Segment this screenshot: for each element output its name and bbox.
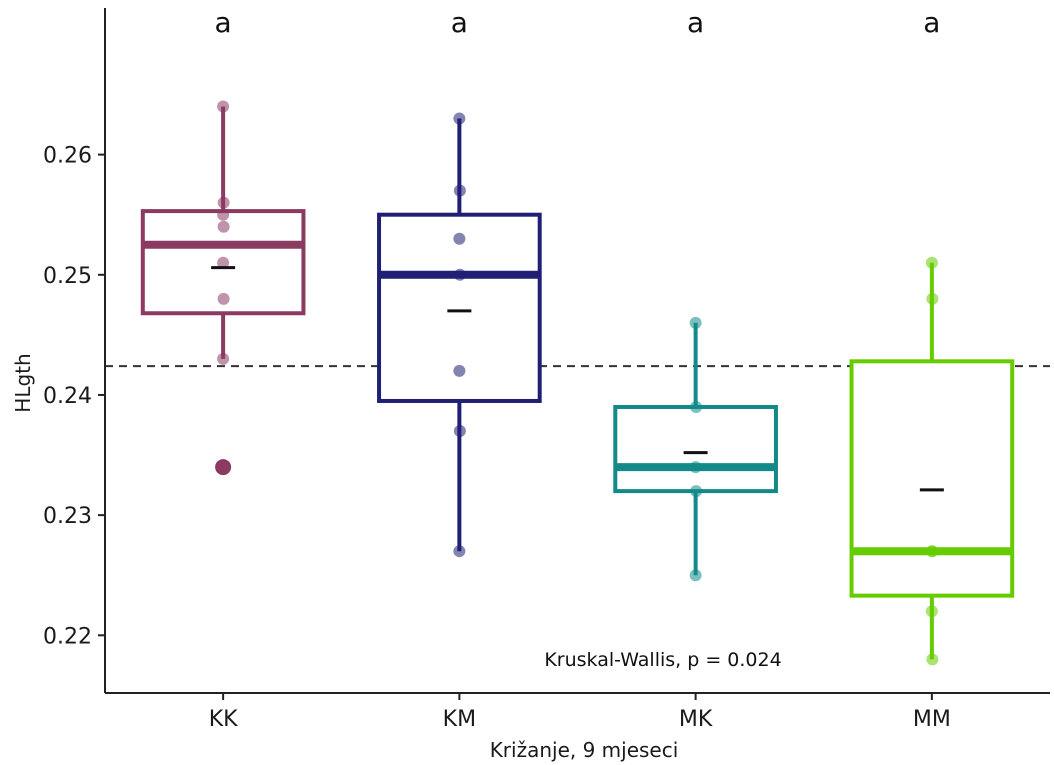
data-point-mk (690, 485, 703, 498)
data-point-km (453, 364, 466, 377)
data-point-mm (925, 605, 938, 618)
data-point-kk (217, 208, 230, 221)
box-mm (849, 359, 1015, 598)
data-point-mk (689, 316, 702, 329)
kruskal-wallis-annotation: Kruskal-Wallis, p = 0.024 (544, 649, 781, 671)
data-point-mm (926, 653, 939, 666)
x-tick-label-km: KM (443, 707, 476, 732)
x-axis-title: Križanje, 9 mjeseci (490, 738, 679, 762)
data-point-mm (926, 292, 939, 305)
box-mk (613, 404, 778, 494)
y-tick-label: 0.25 (43, 264, 92, 289)
data-point-km (453, 268, 466, 281)
data-point-km (453, 545, 466, 558)
x-tick-label-mm: MM (913, 707, 951, 732)
x-axis: KK KM MK MM (105, 692, 1050, 732)
group-letter-mk: a (687, 6, 704, 39)
data-point-kk (217, 196, 230, 209)
data-point-kk (217, 220, 230, 233)
x-tick-label-mk: MK (679, 707, 713, 732)
data-point-km (453, 425, 466, 438)
y-tick-label: 0.24 (43, 384, 92, 409)
y-tick-label: 0.23 (43, 504, 92, 529)
y-tick-label: 0.26 (43, 144, 92, 169)
data-point-mk (690, 400, 703, 413)
group-letter-mm: a (923, 6, 940, 39)
data-point-kk (217, 352, 230, 365)
data-point-kk (217, 292, 230, 305)
y-axis: 0.22 0.23 0.24 0.25 0.26 (43, 8, 106, 693)
data-point-kk (217, 256, 230, 269)
data-point-kk (217, 100, 230, 113)
data-point-km (453, 184, 466, 197)
data-point-mm (925, 256, 938, 269)
data-point-mk (689, 461, 702, 474)
y-tick-label: 0.22 (43, 624, 92, 649)
data-point-mk (689, 569, 702, 582)
x-tick-label-kk: KK (209, 707, 238, 732)
group-letter-kk: a (215, 6, 232, 39)
outlier-kk (215, 459, 232, 476)
y-axis-title: HLgth (11, 353, 35, 412)
data-point-km (453, 232, 466, 245)
data-point-km (453, 112, 466, 125)
data-point-mm (926, 545, 939, 558)
group-letter-km: a (451, 6, 468, 39)
